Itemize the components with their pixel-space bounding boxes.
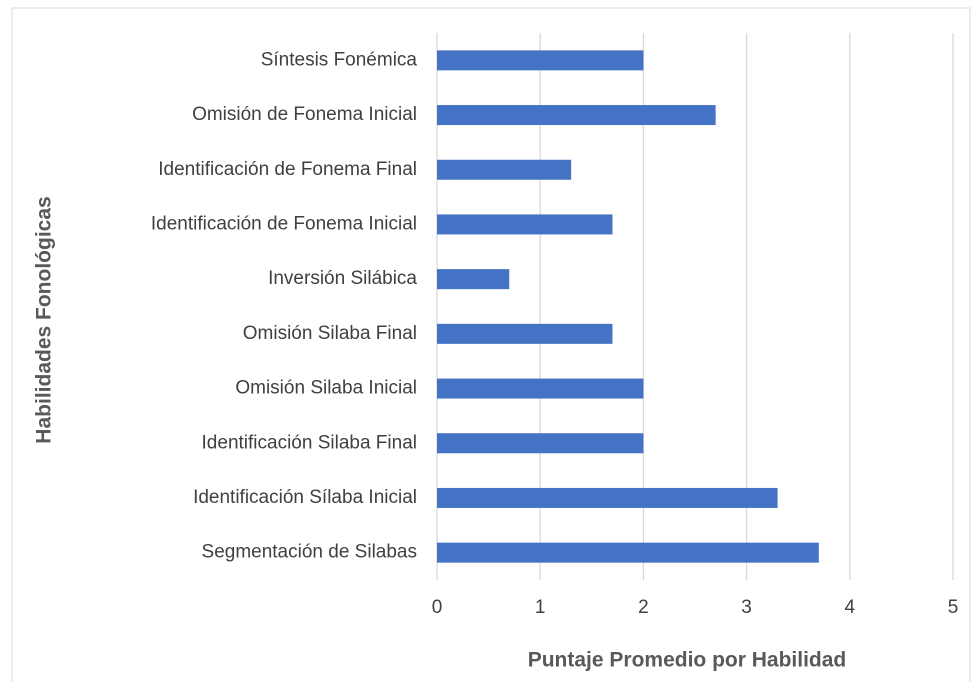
x-tick-label: 0 (432, 597, 443, 618)
x-tick-label: 5 (948, 597, 959, 618)
x-axis-title: Puntaje Promedio por Habilidad (528, 649, 847, 672)
bar (437, 433, 644, 454)
y-tick-label: Omisión Silaba Inicial (235, 378, 417, 399)
x-tick-label: 2 (638, 597, 649, 618)
y-tick-label: Síntesis Fonémica (261, 49, 418, 70)
y-axis-title: Habilidades Fonológicas (33, 196, 56, 443)
x-tick-label: 1 (535, 597, 546, 618)
bar (437, 159, 572, 180)
bar (437, 542, 819, 563)
y-tick-label: Inversión Silábica (268, 268, 417, 289)
y-tick-label: Omisión de Fonema Inicial (192, 104, 417, 125)
bar (437, 214, 613, 235)
y-tick-label: Omisión Silaba Final (243, 323, 417, 344)
y-tick-label: Segmentación de Silabas (202, 542, 417, 563)
y-tick-label: Identificación Silaba Final (202, 432, 417, 453)
y-tick-label: Identificación de Fonema Final (158, 159, 417, 180)
bar (437, 323, 613, 344)
chart-frame (11, 7, 971, 682)
y-tick-label: Identificación Sílaba Inicial (193, 487, 417, 508)
bar (437, 105, 716, 126)
x-tick-label: 3 (741, 597, 752, 618)
bar (437, 487, 778, 508)
y-tick-label: Identificación de Fonema Inicial (151, 213, 417, 234)
bar (437, 378, 644, 399)
bar (437, 50, 644, 71)
bar (437, 269, 510, 290)
x-tick-label: 4 (845, 597, 856, 618)
